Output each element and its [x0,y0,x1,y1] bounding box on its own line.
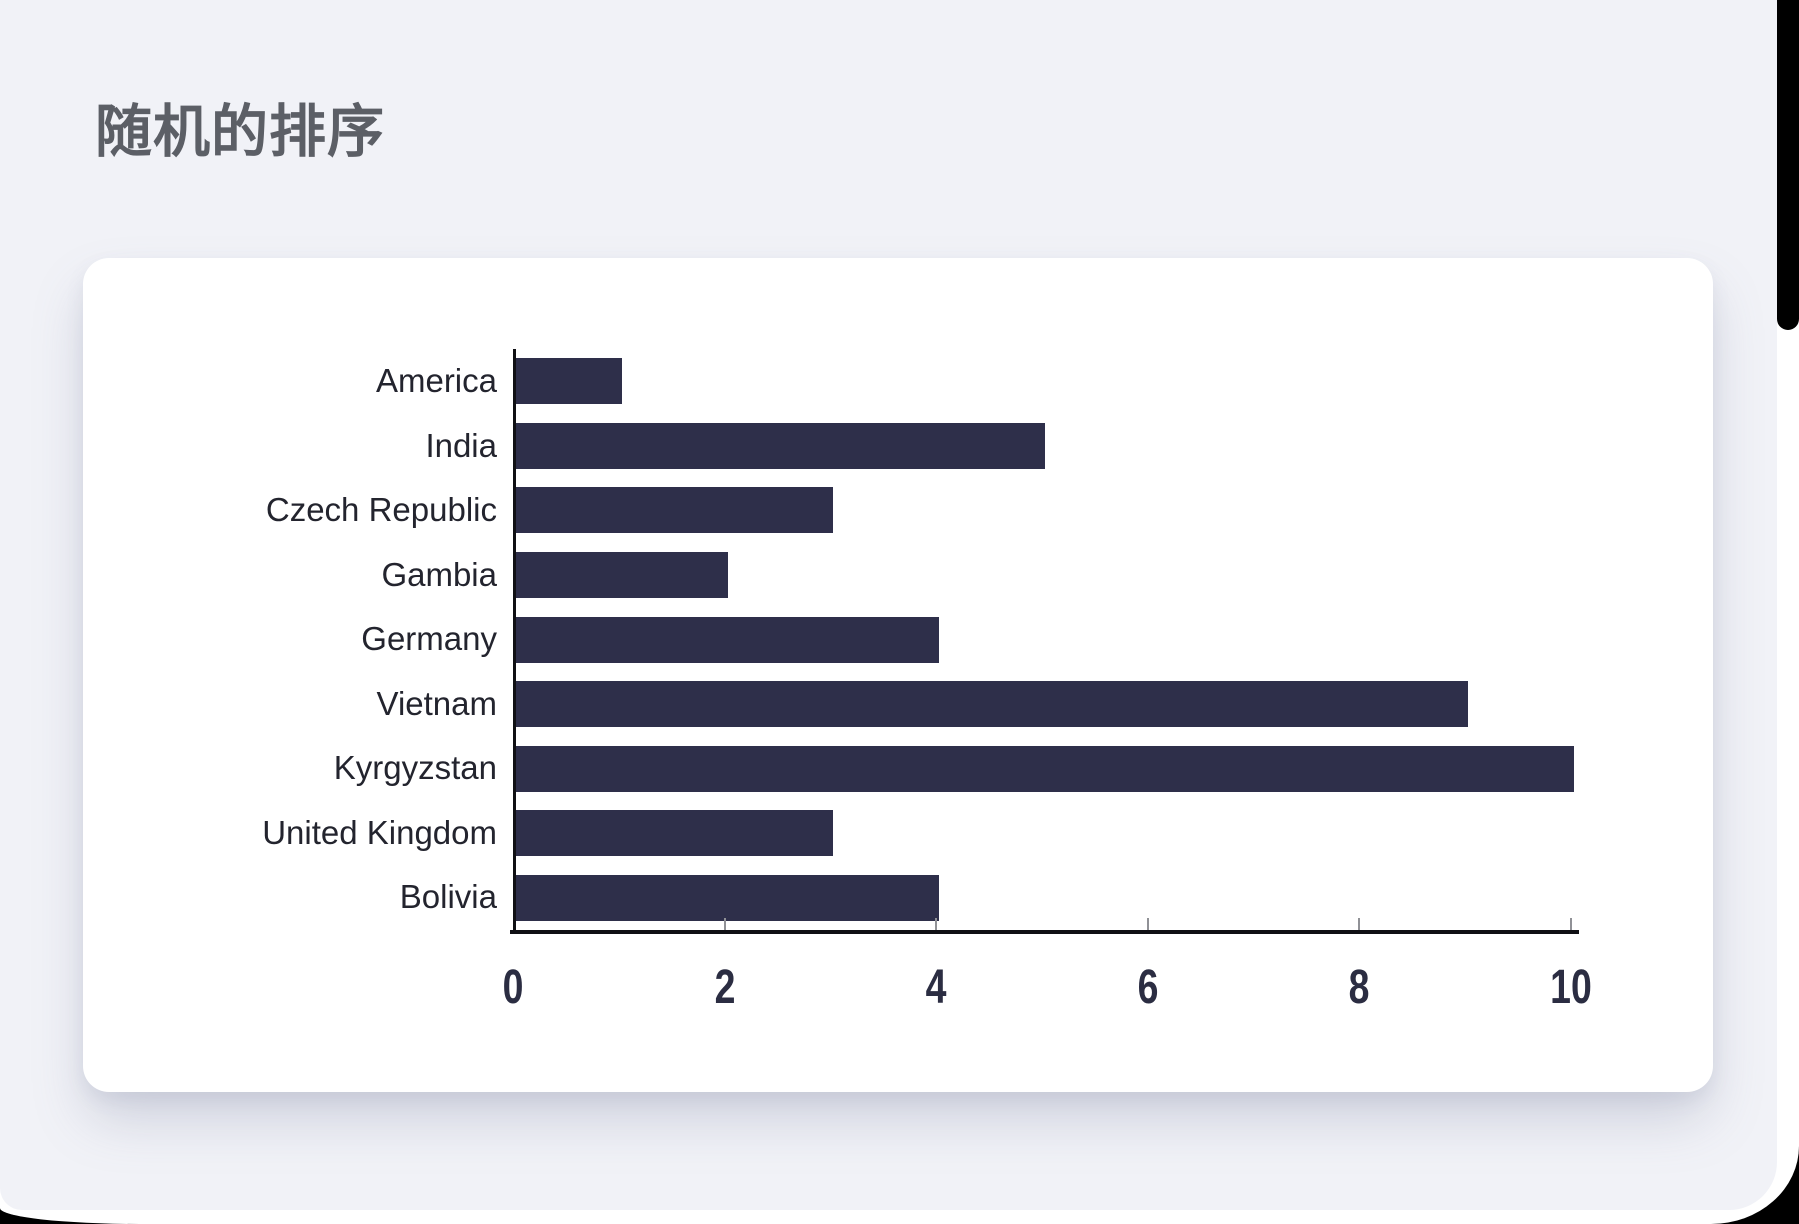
bar-germany [516,616,940,663]
category-label: Vietnam [376,684,497,722]
x-axis-tick-labels: 0 2 4 6 8 10 [503,960,1592,1020]
chart-card: America India Czech Republic Gambia Germany V… [83,258,1713,1092]
bar-vietnam [516,681,1469,728]
category-label: India [425,426,497,464]
category-label: Czech Republic [265,491,497,529]
bar-america [516,358,622,405]
x-tick-label: 0 [502,961,524,1014]
bar-kyrgyzstan [516,745,1574,792]
scrollbar-thumb[interactable] [1777,0,1799,330]
x-tick-mark [935,918,938,930]
x-tick-mark [1358,918,1361,930]
category-label: Germany [361,620,497,658]
bar-gambia [516,551,728,598]
category-label-column: America India Czech Republic Gambia Germany V… [83,349,497,930]
category-label: Kyrgyzstan [333,749,497,787]
category-label: Gambia [381,555,497,593]
x-axis-line [510,930,1579,934]
bar-united-kingdom [516,810,834,857]
x-tick-label: 10 [1550,961,1592,1014]
x-tick-label: 4 [925,961,947,1014]
x-tick-label: 6 [1137,961,1159,1014]
bar-india [516,422,1045,469]
category-label: Bolivia [399,878,497,916]
page-background-panel: 随机的排序 America India Czech Republic Gambia Ge… [0,0,1777,1210]
x-tick-mark [723,918,726,930]
y-axis-line [513,349,516,930]
x-tick-mark [1570,918,1572,930]
bar-bolivia [516,874,940,921]
bar-czech-republic [516,487,834,534]
category-label: United Kingdom [262,813,497,851]
category-label: America [375,362,497,399]
page-title: 随机的排序 [95,100,385,164]
x-tick-label: 8 [1348,961,1370,1014]
x-tick-label: 2 [714,961,736,1014]
plot-area [510,349,1579,934]
x-tick-mark [1146,918,1149,930]
